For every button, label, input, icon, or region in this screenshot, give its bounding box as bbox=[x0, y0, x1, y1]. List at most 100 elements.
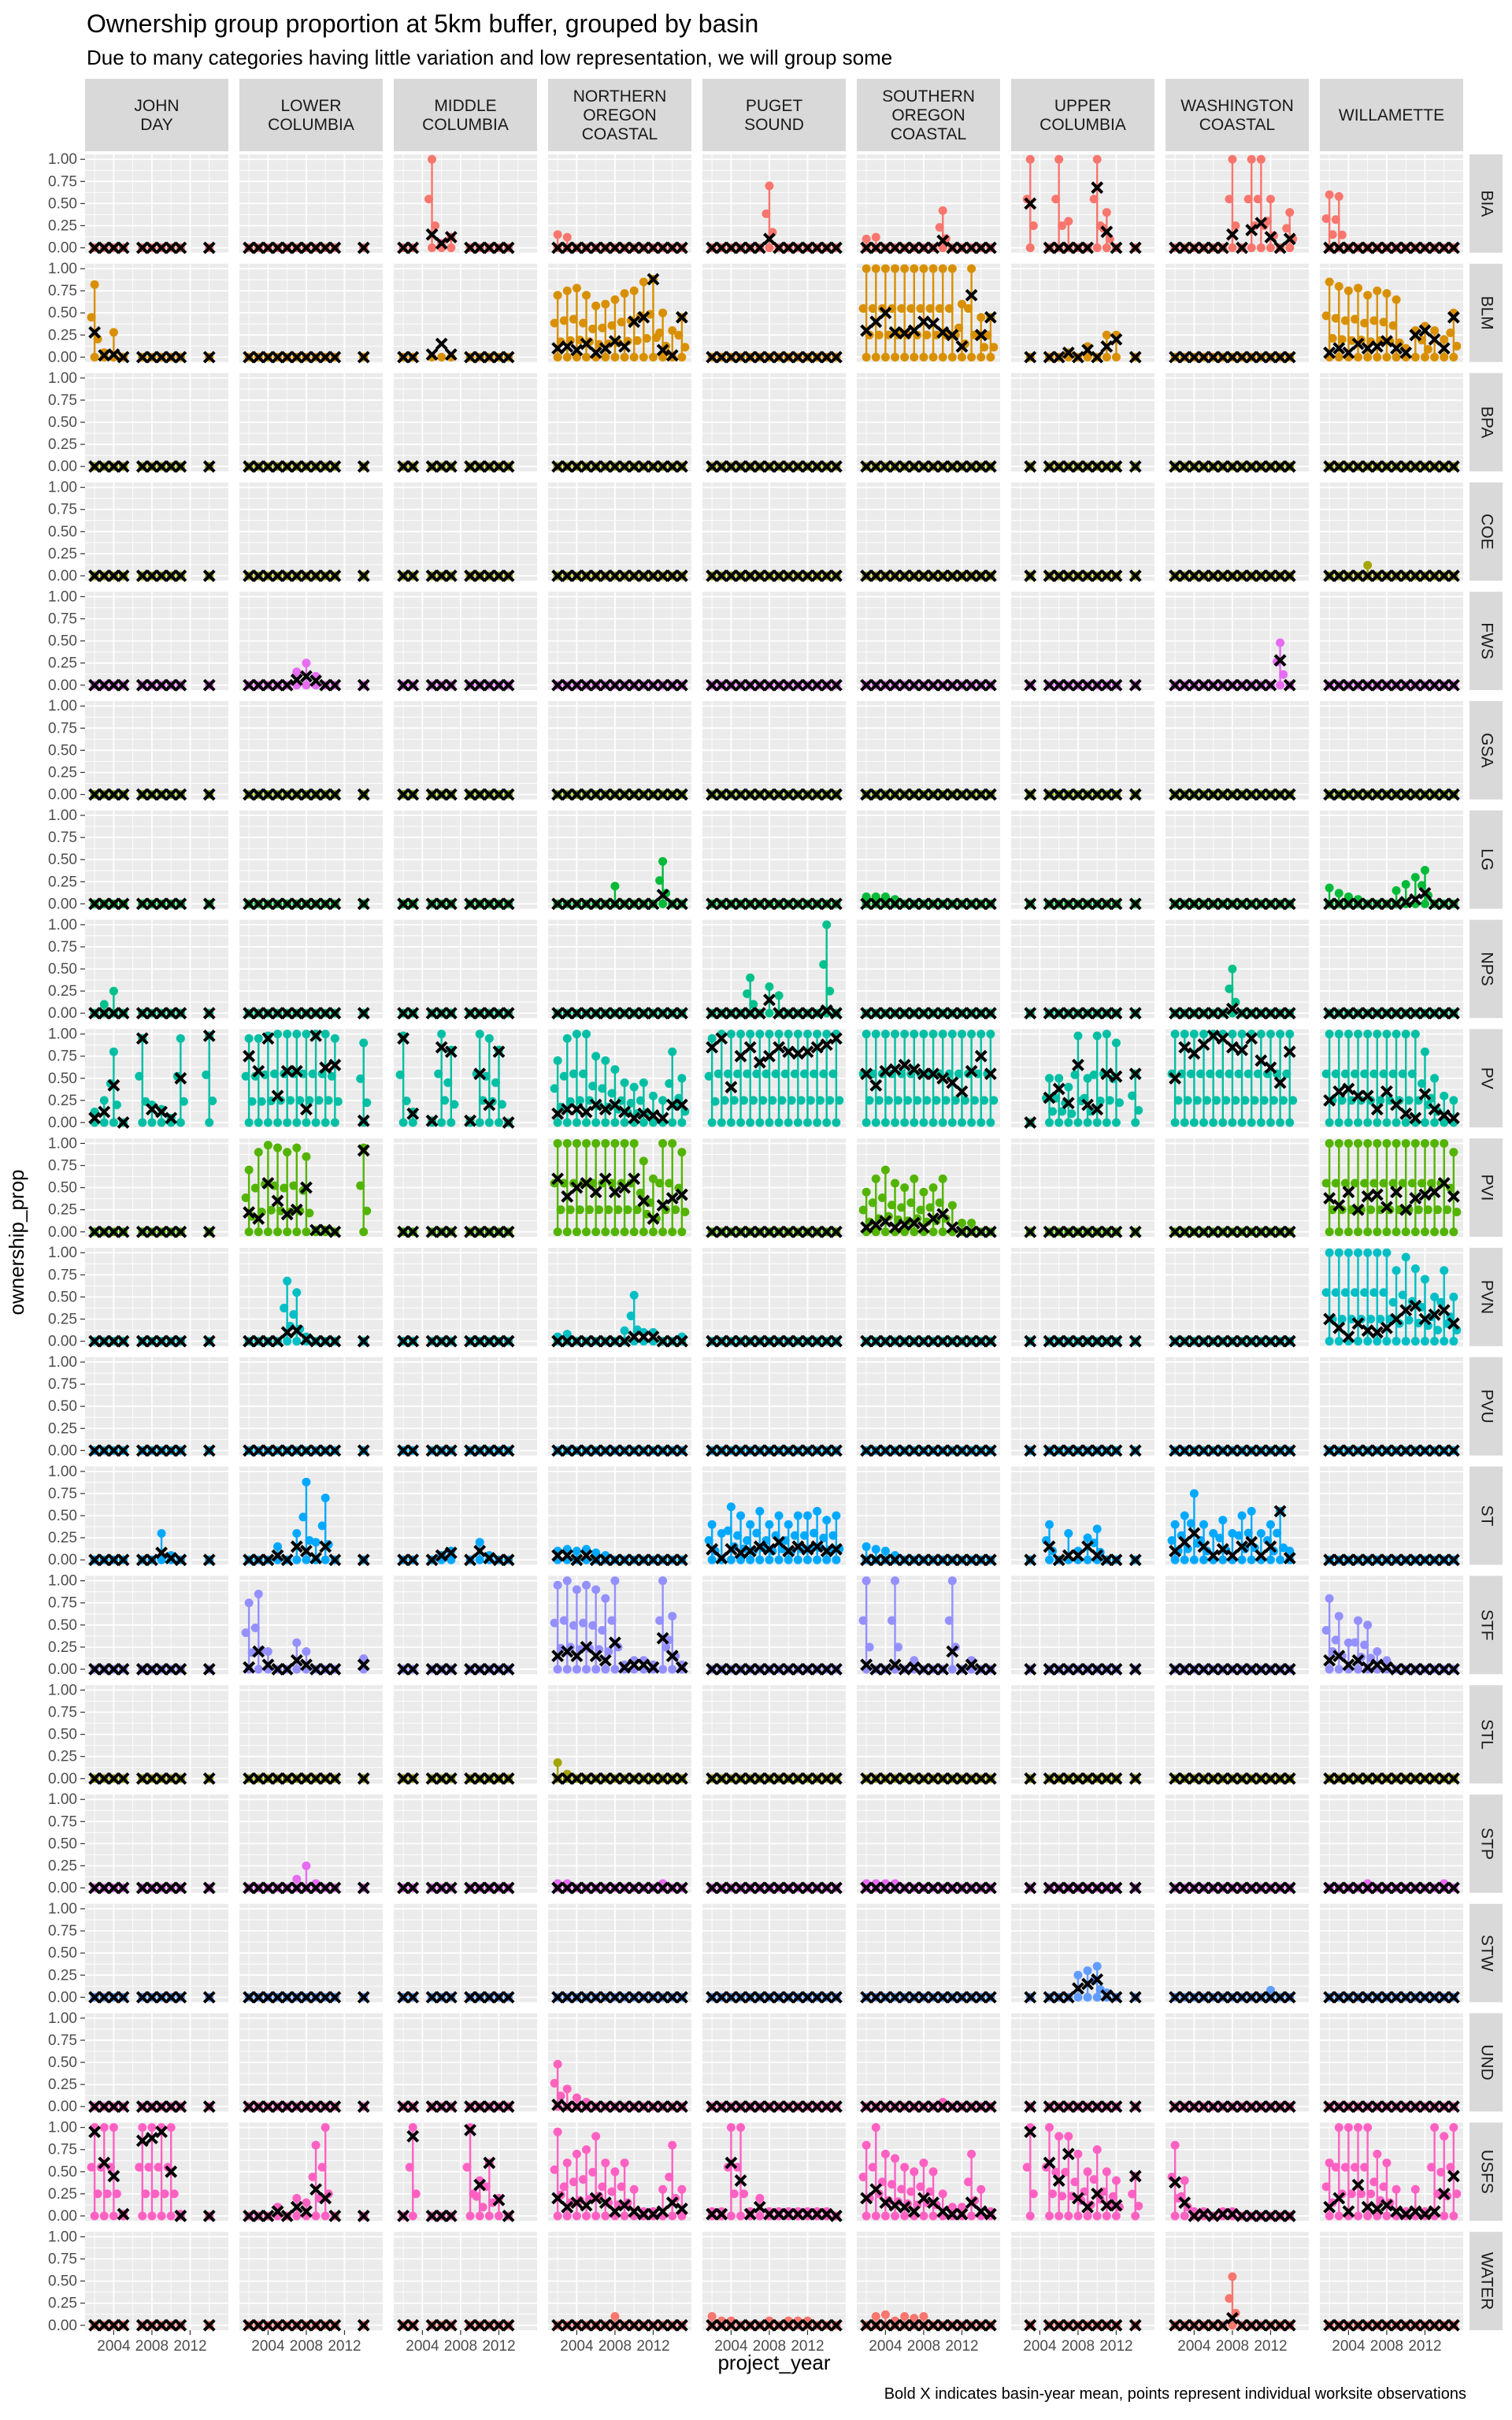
observation-point bbox=[90, 280, 99, 289]
panel-gsa-washington-coastal bbox=[1166, 701, 1309, 801]
observation-point bbox=[880, 352, 890, 362]
facet-strip-washington-coastal: WASHINGTON COASTAL bbox=[1166, 79, 1309, 151]
observation-point bbox=[677, 352, 687, 362]
observation-point bbox=[871, 352, 880, 362]
observation-point bbox=[1446, 328, 1455, 337]
mean-marker bbox=[155, 241, 168, 254]
observation-point bbox=[1331, 314, 1340, 323]
panel-gsa-lower-columbia bbox=[239, 701, 383, 801]
observation-point bbox=[1089, 195, 1099, 204]
strip-background bbox=[1469, 2122, 1503, 2221]
y-tick-label: 1.00 bbox=[48, 370, 77, 387]
mean-marker-stroke bbox=[300, 241, 313, 254]
panel-blm-northern-oregon-coastal bbox=[548, 263, 691, 362]
row-strip-coe: COE bbox=[1469, 482, 1503, 581]
panel-lg-middle-columbia bbox=[394, 810, 537, 911]
observation-point bbox=[1282, 224, 1292, 233]
y-tick-label: 1.00 bbox=[48, 698, 77, 714]
observation-point bbox=[1266, 243, 1275, 253]
observation-point bbox=[562, 232, 572, 242]
observation-point bbox=[1051, 195, 1061, 204]
strip-background bbox=[1469, 154, 1503, 253]
panel-bpa-puget-sound bbox=[702, 373, 846, 473]
mean-marker bbox=[656, 241, 669, 254]
strip-background bbox=[1166, 79, 1309, 151]
strip-background bbox=[1469, 919, 1503, 1019]
mean-marker bbox=[589, 241, 602, 254]
chart-subtitle: Due to many categories having little var… bbox=[87, 46, 893, 69]
observation-point bbox=[1266, 195, 1275, 204]
mean-marker-stroke bbox=[444, 231, 458, 243]
observation-point bbox=[765, 181, 774, 191]
observation-point bbox=[553, 230, 562, 239]
strip-label: PVU bbox=[1477, 1390, 1495, 1423]
row-strip-bia: BIA bbox=[1469, 154, 1503, 253]
observation-point bbox=[822, 920, 832, 930]
mean-marker bbox=[280, 241, 294, 254]
observation-point bbox=[1285, 208, 1295, 217]
observation-point bbox=[1102, 243, 1111, 253]
strip-label: NORTHERN OREGON COASTAL bbox=[573, 87, 667, 143]
observation-point bbox=[980, 343, 989, 352]
strip-label: PUGET SOUND bbox=[744, 97, 804, 134]
y-tick-label: 0.25 bbox=[48, 327, 77, 343]
panel-nps-puget-sound bbox=[702, 919, 846, 1020]
observation-point bbox=[569, 314, 578, 324]
observation-point bbox=[765, 243, 774, 253]
mean-marker-stroke bbox=[435, 237, 448, 250]
mean-marker-stroke bbox=[243, 241, 256, 254]
mean-marker-stroke bbox=[271, 241, 284, 254]
observation-point bbox=[109, 328, 118, 337]
mean-marker bbox=[425, 228, 439, 241]
observation-point bbox=[1363, 352, 1373, 362]
strip-background bbox=[1469, 1685, 1503, 1783]
mean-marker-stroke bbox=[146, 241, 158, 254]
observation-point bbox=[1430, 352, 1440, 362]
observation-point bbox=[819, 959, 828, 969]
observation-point bbox=[868, 304, 877, 314]
panel-coe-washington-coastal bbox=[1166, 482, 1309, 582]
observation-point bbox=[1420, 899, 1429, 908]
observation-point bbox=[1247, 243, 1256, 253]
panel-bpa-willamette bbox=[1320, 373, 1463, 473]
mean-marker-stroke bbox=[309, 241, 322, 254]
strip-background bbox=[239, 79, 383, 151]
mean-marker bbox=[300, 241, 313, 254]
panel-bia-lower-columbia bbox=[239, 154, 383, 254]
strip-background bbox=[1469, 1576, 1503, 1675]
panel-bia-washington-coastal bbox=[1166, 154, 1309, 254]
mean-marker bbox=[647, 241, 660, 254]
strip-background bbox=[857, 79, 1000, 151]
observation-point bbox=[1321, 311, 1331, 321]
observation-point bbox=[655, 328, 665, 337]
mean-marker-stroke bbox=[88, 241, 102, 254]
observation-point bbox=[658, 308, 668, 317]
observation-point bbox=[874, 330, 884, 340]
observation-point bbox=[302, 659, 311, 668]
observation-point bbox=[967, 352, 976, 362]
observation-point bbox=[928, 352, 938, 362]
observation-point bbox=[588, 325, 598, 334]
observation-point bbox=[562, 352, 572, 362]
observation-point bbox=[1334, 282, 1343, 291]
observation-point bbox=[938, 352, 947, 362]
strip-background bbox=[1469, 373, 1503, 472]
mean-marker-stroke bbox=[98, 241, 111, 254]
observation-point bbox=[1410, 352, 1420, 362]
strip-background bbox=[1469, 1795, 1503, 1893]
panel-bpa-lower-columbia bbox=[239, 373, 383, 473]
mean-marker-stroke bbox=[628, 241, 641, 254]
y-tick-label: 0.00 bbox=[48, 896, 77, 912]
observation-point bbox=[1420, 866, 1429, 875]
observation-point bbox=[1102, 330, 1111, 340]
observation-point bbox=[1334, 889, 1343, 898]
strip-label: WATER bbox=[1477, 2252, 1495, 2311]
observation-point bbox=[1401, 880, 1410, 889]
mean-marker bbox=[464, 241, 476, 254]
row-strip-bpa: BPA bbox=[1469, 373, 1503, 472]
panel-gsa-upper-columbia bbox=[1011, 701, 1154, 801]
strip-label: COE bbox=[1477, 514, 1495, 550]
panel-bpa-john-day bbox=[85, 373, 228, 473]
observation-point bbox=[1028, 221, 1038, 230]
y-tick-label: 1.00 bbox=[48, 261, 77, 277]
